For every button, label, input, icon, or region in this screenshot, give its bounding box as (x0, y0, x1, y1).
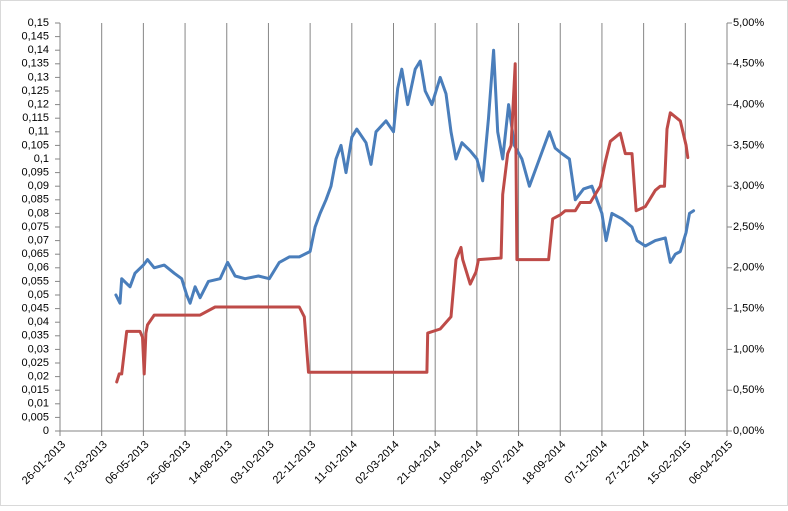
y-tick-label: 0,035 (21, 330, 49, 342)
y-tick-label: 0,11 (28, 126, 49, 138)
y2-tick-label: 4,50% (733, 58, 764, 70)
y2-tick-label: 3,00% (733, 180, 764, 192)
y-tick-label: 0,02 (28, 371, 49, 383)
y2-tick-label: 4,00% (733, 99, 764, 111)
y-tick-label: 0,045 (21, 303, 49, 315)
y-tick-label: 0,055 (21, 275, 49, 287)
y-tick-label: 0,1 (34, 153, 49, 165)
y2-tick-label: 1,50% (733, 303, 764, 315)
y-tick-label: 0,14 (28, 44, 49, 56)
y-tick-label: 0 (43, 425, 49, 437)
y-tick-label: 0,07 (28, 235, 49, 247)
y-tick-label: 0,145 (21, 31, 49, 43)
y-tick-label: 0,005 (21, 411, 49, 423)
y-tick-label: 0,095 (21, 167, 49, 179)
y-tick-label: 0,115 (22, 112, 49, 124)
y-tick-label: 0,04 (28, 316, 49, 328)
y-tick-label: 0,025 (21, 357, 49, 369)
y-tick-label: 0,12 (28, 99, 49, 111)
y2-tick-label: 1,00% (733, 343, 764, 355)
y-tick-label: 0,075 (21, 221, 49, 233)
y-tick-label: 0,05 (28, 289, 49, 301)
y2-tick-label: 0,00% (733, 425, 764, 437)
y2-tick-label: 5,00% (733, 17, 764, 29)
y-tick-label: 0,105 (21, 139, 49, 151)
y-tick-label: 0,085 (21, 194, 49, 206)
y-tick-label: 0,06 (28, 262, 49, 274)
data-line (115, 62, 690, 384)
y-tick-label: 0,015 (21, 384, 49, 396)
y-tick-label: 0,15 (28, 17, 49, 29)
y2-tick-label: 2,00% (733, 262, 764, 274)
y2-tick-label: 2,50% (733, 221, 764, 233)
data-line (114, 48, 696, 305)
y-tick-label: 0,01 (28, 398, 49, 410)
y-tick-label: 0,125 (21, 85, 49, 97)
y-tick-label: 0,03 (28, 343, 49, 355)
y2-tick-label: 0,50% (733, 384, 764, 396)
y-tick-label: 0,13 (28, 71, 49, 83)
y-tick-label: 0,065 (21, 248, 49, 260)
y-tick-label: 0,135 (21, 58, 49, 70)
y-tick-label: 0,08 (28, 207, 49, 219)
y2-tick-label: 3,50% (733, 139, 764, 151)
y-tick-label: 0,09 (28, 180, 49, 192)
